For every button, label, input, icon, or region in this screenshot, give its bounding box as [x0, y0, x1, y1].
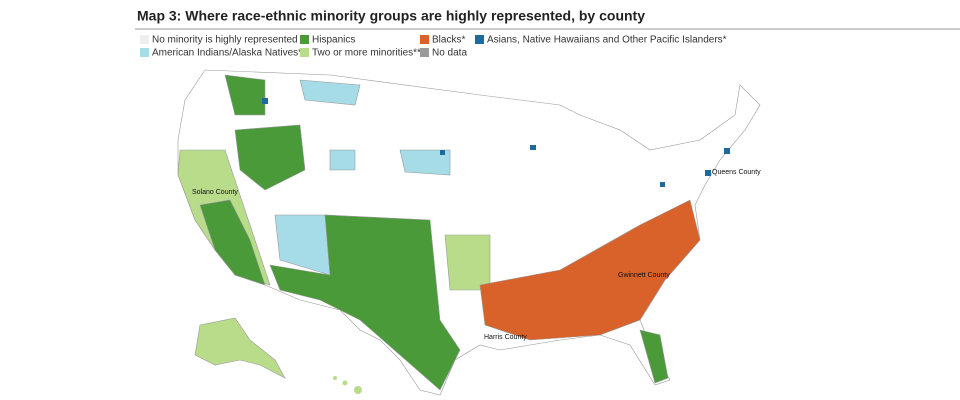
region [224, 74, 266, 116]
region [299, 79, 361, 106]
region [639, 329, 669, 384]
legend: No minority is highly represented Hispani… [140, 35, 727, 59]
legend-label: Two or more minorities** [312, 48, 421, 59]
region [440, 150, 445, 155]
region [234, 124, 306, 191]
region [329, 149, 356, 171]
region [479, 199, 701, 341]
legend-label: No data [432, 48, 467, 59]
legend-swatch [420, 35, 429, 44]
region [199, 199, 266, 286]
hawaii [342, 380, 348, 386]
legend-label: American Indians/Alaska Natives* [152, 48, 302, 59]
legend-swatch [475, 35, 484, 44]
county-label: Solano County [192, 189, 238, 196]
region [269, 214, 461, 391]
legend-swatch [140, 48, 149, 57]
region [724, 148, 730, 154]
legend-label: Blacks* [432, 35, 465, 46]
region [530, 145, 536, 150]
us-map [177, 69, 761, 396]
legend-swatch [140, 35, 149, 44]
legend-label: No minority is highly represented [152, 35, 298, 46]
legend-label: Asians, Native Hawaiians and Other Pacif… [487, 35, 727, 46]
legend-swatch [300, 35, 309, 44]
map-title: Map 3: Where race-ethnic minority groups… [137, 8, 645, 24]
hawaii [333, 376, 337, 380]
annotations: Solano County Queens County Gwinnett Cou… [192, 169, 761, 341]
county-label: Harris County [484, 334, 527, 341]
county-label: Queens County [712, 169, 761, 176]
legend-swatch [300, 48, 309, 57]
legend-swatch [420, 48, 429, 57]
region [444, 234, 491, 291]
region [660, 182, 665, 187]
region [262, 98, 268, 104]
legend-label: Hispanics [312, 35, 355, 46]
county-label: Gwinnett County [618, 272, 670, 279]
alaska [194, 317, 286, 379]
region [705, 170, 711, 176]
hawaii [354, 386, 362, 394]
region [399, 149, 451, 176]
